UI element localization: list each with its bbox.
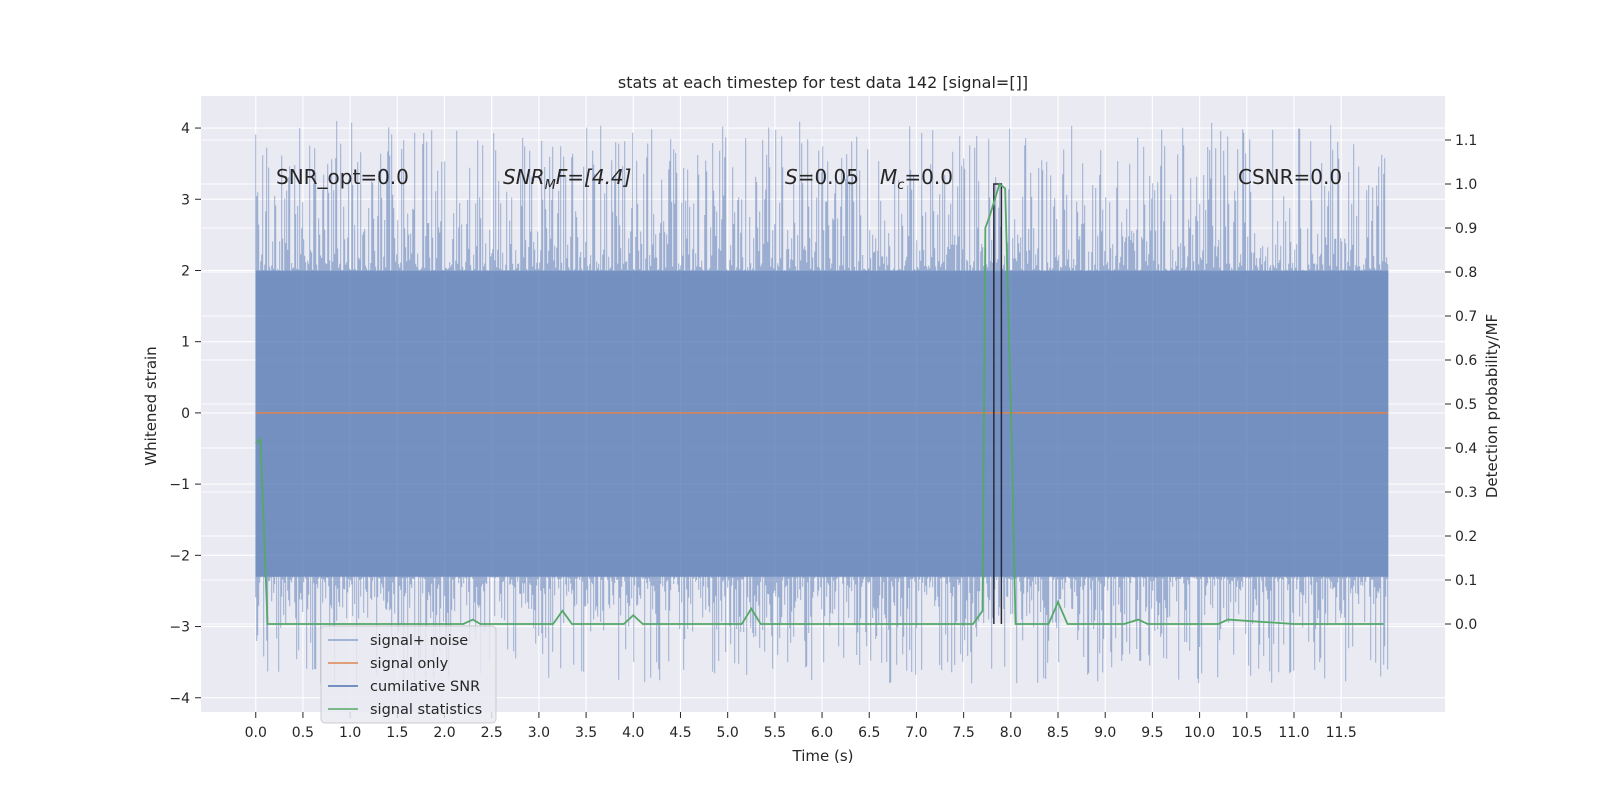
- x-tick-label: 1.5: [386, 725, 408, 741]
- x-tick-label: 10.5: [1231, 725, 1262, 741]
- signal-statistics-line: [255, 182, 1384, 625]
- y-tick-label-right: 0.6: [1455, 353, 1477, 369]
- x-tick-label: 0.0: [245, 725, 267, 741]
- legend-label-signal-noise: signal+ noise: [370, 633, 468, 649]
- annotation-mc: Mc=0.0: [880, 165, 953, 193]
- x-tick-label: 6.5: [858, 725, 880, 741]
- y-tick-label-right: 0.9: [1455, 221, 1477, 237]
- y-tick-label-right: 0.0: [1455, 617, 1477, 633]
- annotation-mc-main: M: [880, 165, 897, 189]
- y-tick-label-right: 0.1: [1455, 573, 1477, 589]
- y-axis-label-right: Detection probability/MF: [1483, 314, 1501, 498]
- x-tick-label: 7.5: [953, 725, 975, 741]
- annotation-csnr: CSNR=0.0: [1238, 165, 1342, 189]
- y-tick-label-right: 0.2: [1455, 529, 1477, 545]
- x-tick-label: 3.5: [575, 725, 597, 741]
- x-tick-label: 8.0: [1000, 725, 1022, 741]
- y-tick-label-right: 1.0: [1455, 177, 1477, 193]
- y-tick-label-left: −3: [169, 620, 190, 636]
- y-tick-label-right: 0.7: [1455, 309, 1477, 325]
- legend-label-cumulative-snr: cumilative SNR: [370, 679, 480, 695]
- annotation-snr-mf-main: SNR: [503, 165, 545, 189]
- x-tick-label: 5.0: [717, 725, 739, 741]
- y-tick-label-left: 0: [181, 406, 190, 422]
- y-tick-label-right: 0.3: [1455, 485, 1477, 501]
- x-tick-label: 10.0: [1184, 725, 1215, 741]
- chart-title: stats at each timestep for test data 142…: [618, 73, 1028, 92]
- x-tick-label: 3.0: [528, 725, 550, 741]
- legend: signal+ noise signal only cumilative SNR…: [320, 625, 497, 724]
- x-tick-label: 9.0: [1094, 725, 1116, 741]
- y-axis-label-left: Whitened strain: [142, 346, 160, 465]
- legend-frame: [320, 625, 497, 724]
- y-tick-label-left: −4: [169, 691, 190, 707]
- ticks-layer: 0.0 0.5 1.0 1.5 2.0 2.5 3.0 3.5 4.0 4.5 5.0 5.5 6.0 6…: [169, 121, 1477, 741]
- y-tick-label-left: 3: [181, 192, 190, 208]
- x-tick-label: 11.0: [1278, 725, 1309, 741]
- x-tick-label: 9.5: [1141, 725, 1163, 741]
- x-tick-label: 7.0: [905, 725, 927, 741]
- legend-label-signal-only: signal only: [370, 656, 449, 672]
- x-tick-label: 2.0: [433, 725, 455, 741]
- annotation-snr-mf: SNRMF=[4.4]: [503, 165, 631, 193]
- x-tick-label: 8.5: [1047, 725, 1069, 741]
- signal-noise-series: [255, 121, 1389, 684]
- annotation-s: S=0.05: [785, 165, 859, 189]
- annotation-snr-mf-sub: M: [545, 178, 556, 193]
- x-tick-label: 2.5: [481, 725, 503, 741]
- y-tick-label-right: 1.1: [1455, 133, 1477, 149]
- y-tick-label-left: 2: [181, 263, 190, 279]
- x-axis-label: Time (s): [792, 747, 854, 765]
- x-tick-label: 4.0: [622, 725, 644, 741]
- lines-layer: [255, 182, 1389, 625]
- annotation-mc-rest: =0.0: [904, 165, 953, 189]
- cumulative-snr-line: [993, 183, 1003, 624]
- x-tick-label: 11.5: [1326, 725, 1357, 741]
- annotation-snr-opt: SNR_opt=0.0: [276, 165, 409, 189]
- x-tick-label: 1.0: [339, 725, 361, 741]
- signal-noise-spikes: [255, 121, 1389, 684]
- y-tick-label-left: 4: [181, 121, 190, 137]
- y-tick-label-right: 0.4: [1455, 441, 1477, 457]
- annotation-snr-mf-rest: F=[4.4]: [556, 165, 632, 189]
- annotation-s-rest: =0.05: [798, 165, 859, 189]
- y-tick-label-left: −1: [169, 477, 190, 493]
- legend-label-signal-statistics: signal statistics: [370, 702, 482, 718]
- y-tick-label-left: 1: [181, 335, 190, 351]
- x-tick-label: 5.5: [764, 725, 786, 741]
- x-tick-label: 6.0: [811, 725, 833, 741]
- x-tick-label: 4.5: [669, 725, 691, 741]
- y-tick-label-right: 0.8: [1455, 265, 1477, 281]
- annotation-s-main: S: [785, 165, 798, 189]
- y-tick-label-left: −2: [169, 548, 190, 564]
- x-tick-label: 0.5: [292, 725, 314, 741]
- y-tick-label-right: 0.5: [1455, 397, 1477, 413]
- annotation-mc-sub: c: [897, 178, 904, 193]
